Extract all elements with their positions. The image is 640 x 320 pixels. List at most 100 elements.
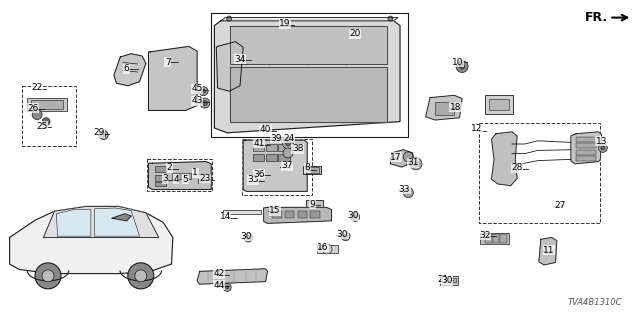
- Bar: [242, 139, 312, 195]
- Bar: [149, 67, 159, 74]
- Polygon shape: [10, 206, 173, 274]
- Circle shape: [388, 16, 393, 21]
- Text: 45: 45: [191, 84, 203, 93]
- Text: 38: 38: [292, 144, 303, 153]
- Bar: [278, 144, 290, 151]
- Text: 9: 9: [310, 200, 315, 209]
- Text: 34: 34: [234, 55, 246, 64]
- Bar: [31, 100, 63, 109]
- Bar: [155, 175, 166, 181]
- Bar: [445, 278, 456, 282]
- Text: 10: 10: [452, 58, 463, 67]
- Circle shape: [102, 133, 106, 137]
- Bar: [27, 98, 67, 111]
- Text: 43: 43: [191, 96, 203, 105]
- Polygon shape: [214, 21, 400, 133]
- Text: 30: 30: [441, 276, 452, 285]
- Polygon shape: [230, 67, 387, 122]
- Bar: [317, 245, 338, 253]
- Text: 4: 4: [173, 175, 179, 184]
- Text: 30: 30: [337, 230, 348, 239]
- Polygon shape: [492, 132, 517, 186]
- Text: 5: 5: [183, 175, 188, 184]
- Polygon shape: [56, 210, 91, 236]
- Text: 16: 16: [317, 243, 329, 252]
- Polygon shape: [230, 26, 387, 64]
- Circle shape: [344, 234, 348, 238]
- Text: 27: 27: [554, 201, 566, 210]
- Bar: [285, 211, 294, 218]
- Bar: [489, 99, 509, 110]
- Polygon shape: [95, 208, 140, 236]
- Circle shape: [223, 284, 231, 292]
- Circle shape: [282, 138, 294, 149]
- Bar: [298, 211, 307, 218]
- Circle shape: [199, 87, 208, 96]
- Text: 35: 35: [247, 175, 259, 184]
- Text: 26: 26: [28, 104, 39, 113]
- Circle shape: [202, 89, 205, 93]
- Circle shape: [202, 100, 207, 106]
- Text: 6: 6: [124, 64, 129, 73]
- Text: 44: 44: [213, 281, 225, 290]
- Bar: [493, 234, 499, 243]
- Text: 18: 18: [450, 103, 461, 112]
- Bar: [149, 58, 159, 64]
- Bar: [266, 154, 277, 161]
- Polygon shape: [148, 46, 197, 110]
- Text: 42: 42: [213, 269, 225, 278]
- Bar: [211, 13, 408, 137]
- Bar: [22, 86, 76, 146]
- Bar: [479, 123, 600, 223]
- Circle shape: [99, 131, 108, 140]
- Bar: [485, 234, 492, 243]
- Bar: [576, 143, 596, 148]
- Circle shape: [42, 270, 54, 282]
- Bar: [253, 144, 264, 151]
- Circle shape: [351, 212, 360, 221]
- Text: 17: 17: [390, 153, 401, 162]
- Bar: [576, 150, 596, 155]
- Polygon shape: [539, 237, 557, 265]
- Circle shape: [353, 215, 357, 219]
- Bar: [310, 211, 320, 218]
- Circle shape: [460, 64, 465, 69]
- Circle shape: [244, 233, 253, 242]
- Polygon shape: [426, 95, 462, 120]
- Polygon shape: [571, 132, 602, 164]
- Circle shape: [322, 244, 332, 254]
- Bar: [155, 166, 166, 172]
- Bar: [435, 102, 454, 115]
- Polygon shape: [44, 206, 159, 237]
- Circle shape: [403, 152, 413, 162]
- Text: 1: 1: [193, 168, 198, 177]
- Polygon shape: [216, 42, 243, 91]
- Text: 20: 20: [349, 29, 361, 38]
- Bar: [272, 211, 282, 218]
- Circle shape: [285, 141, 291, 146]
- Circle shape: [42, 117, 50, 125]
- Text: 30: 30: [241, 232, 252, 241]
- Bar: [198, 179, 210, 183]
- Text: FR.: FR.: [585, 11, 608, 24]
- Bar: [172, 173, 191, 179]
- Circle shape: [403, 188, 413, 198]
- Text: 23: 23: [199, 174, 211, 183]
- Text: 30: 30: [348, 212, 359, 220]
- Circle shape: [128, 263, 154, 289]
- Circle shape: [32, 109, 42, 120]
- Circle shape: [227, 16, 232, 21]
- Bar: [223, 210, 261, 214]
- Polygon shape: [390, 150, 413, 167]
- Bar: [306, 200, 323, 211]
- Text: 13: 13: [596, 137, 607, 146]
- Bar: [576, 137, 596, 142]
- Bar: [147, 159, 212, 191]
- Polygon shape: [243, 140, 307, 191]
- Bar: [576, 156, 596, 161]
- Polygon shape: [221, 18, 398, 21]
- Bar: [149, 96, 159, 102]
- Circle shape: [598, 143, 607, 152]
- Circle shape: [601, 146, 605, 150]
- Bar: [480, 233, 509, 244]
